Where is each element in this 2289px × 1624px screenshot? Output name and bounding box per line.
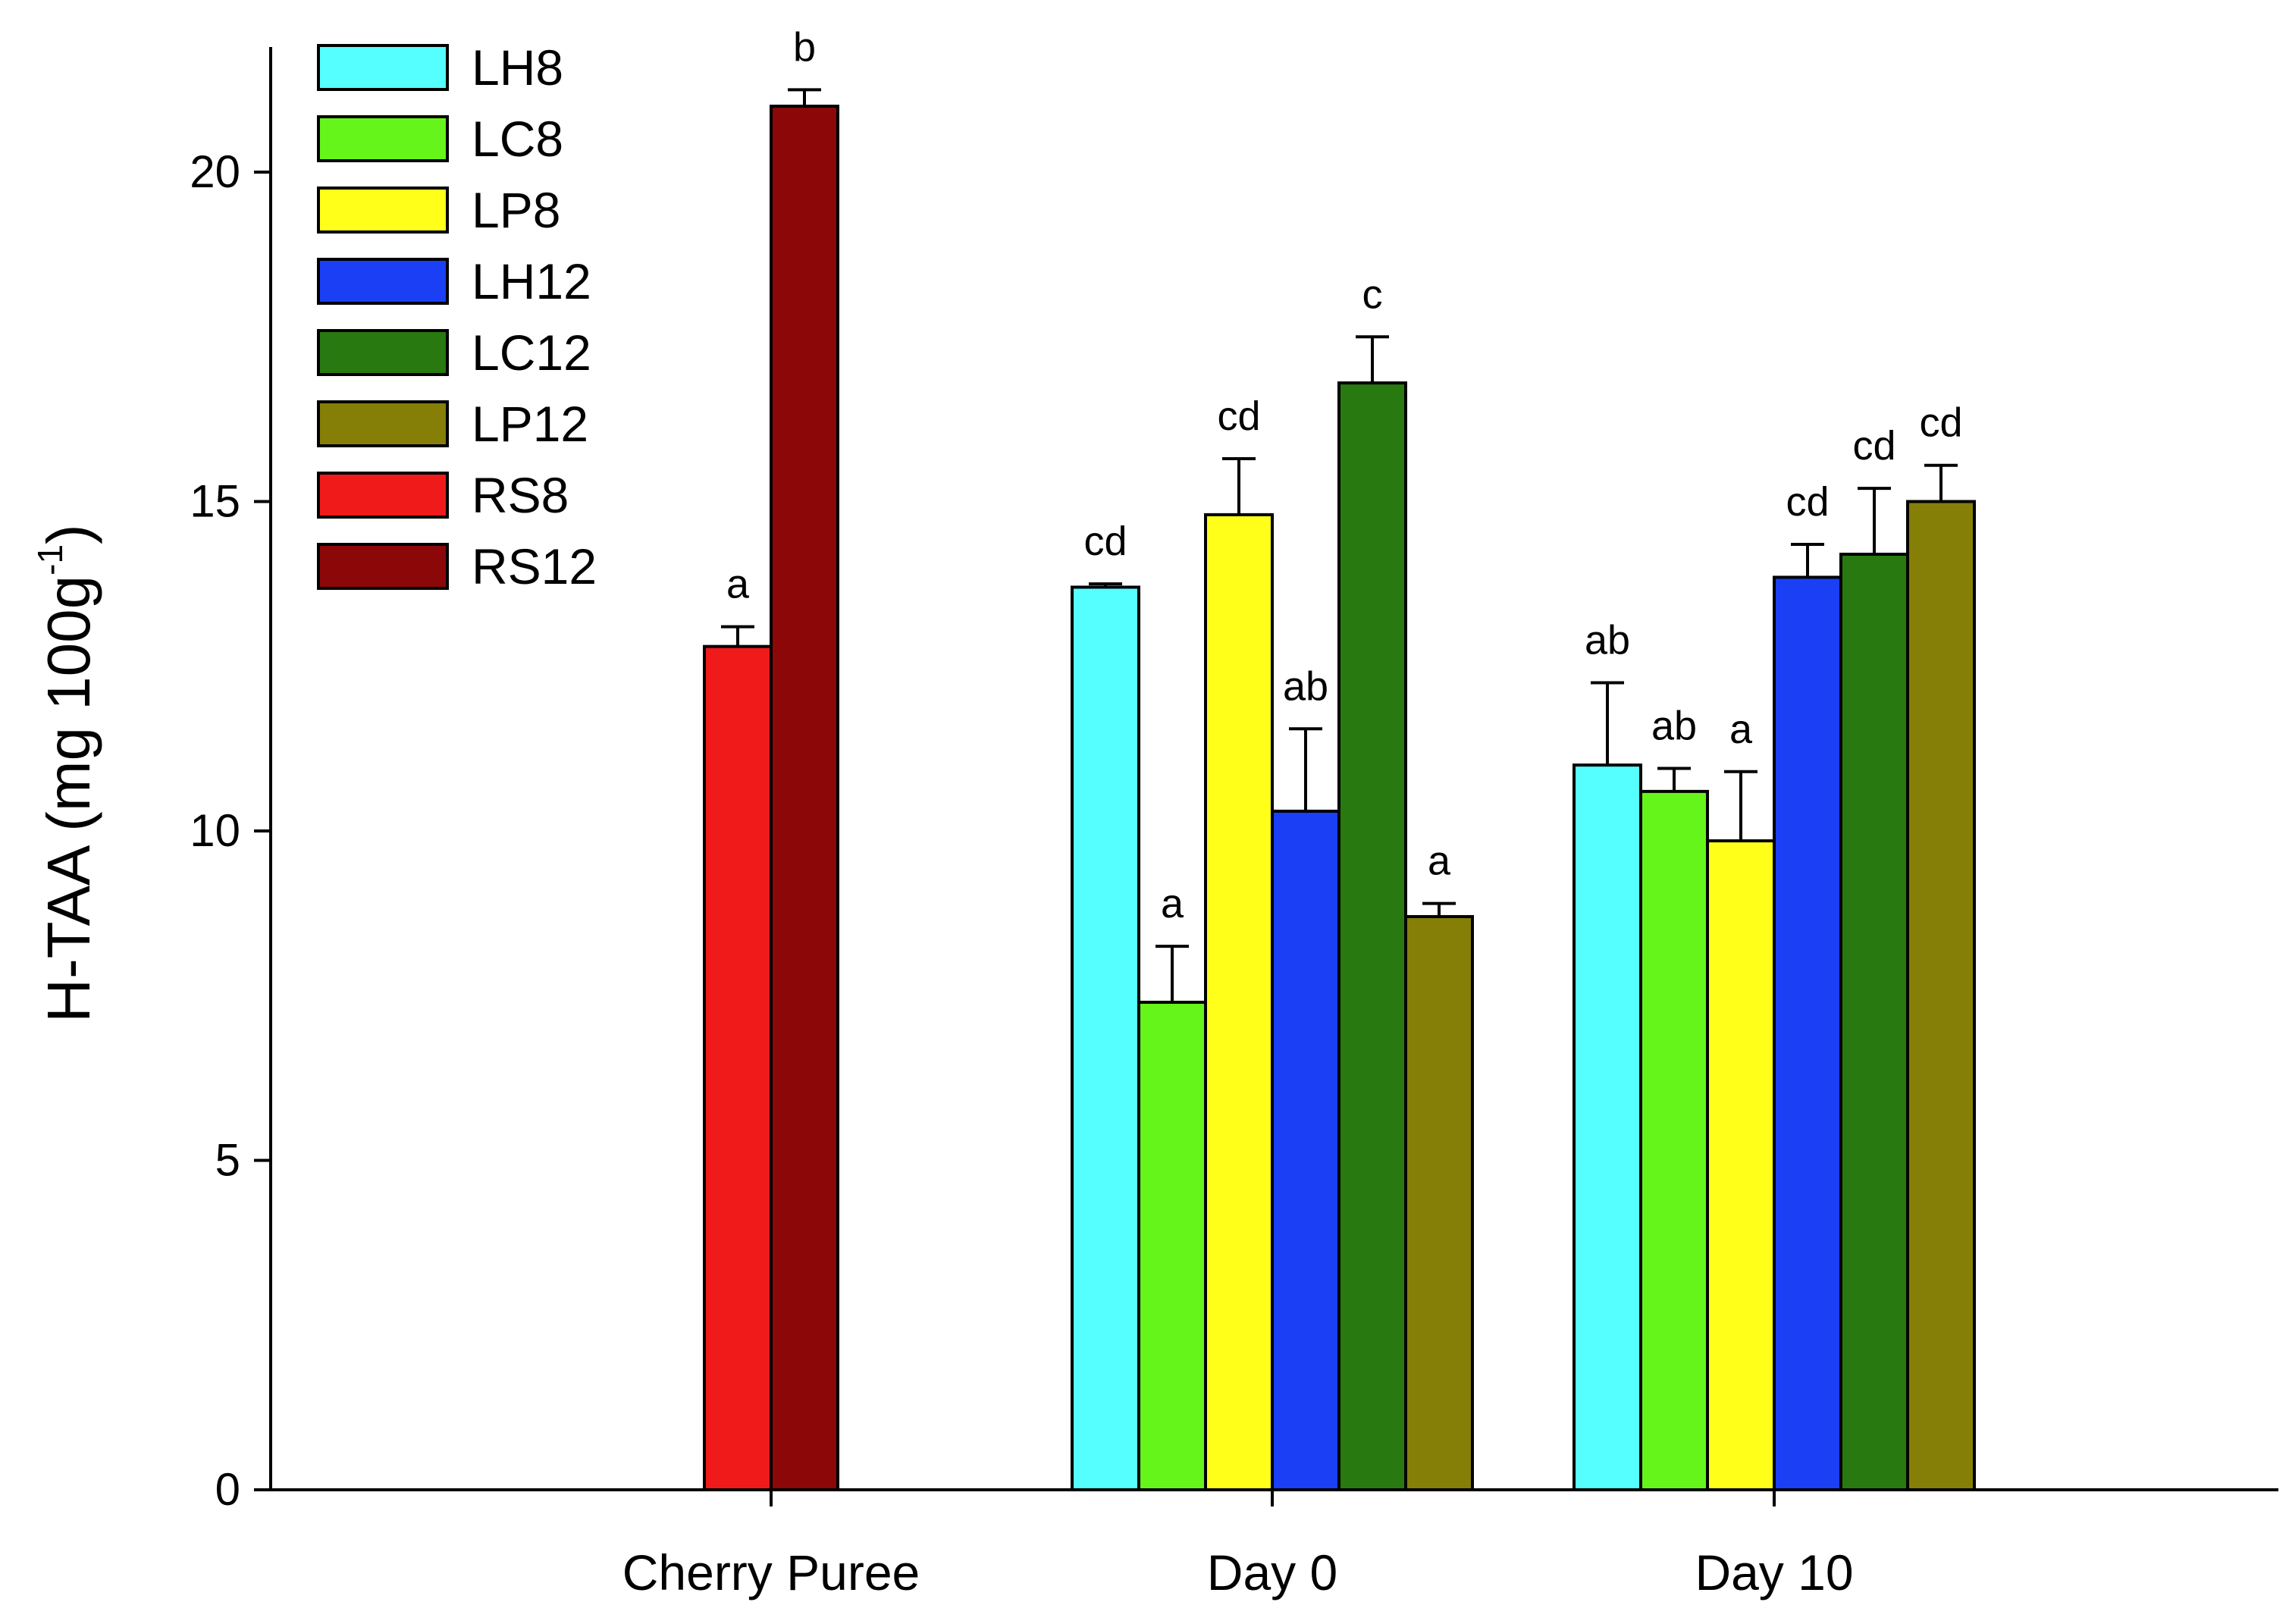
legend-label-rs12: RS12 — [472, 538, 597, 594]
y-tick-label: 20 — [190, 146, 240, 197]
bar-lp8 — [1706, 839, 1776, 1492]
bar-rs12 — [770, 105, 839, 1492]
bar-lc8 — [1137, 1000, 1207, 1491]
bar-lh12 — [1773, 575, 1842, 1491]
y-tick-label: 0 — [215, 1464, 240, 1515]
legend-label-lc12: LC12 — [472, 324, 591, 381]
bar-lc12 — [1839, 553, 1909, 1491]
y-tick-label: 10 — [190, 805, 240, 856]
x-category-label: Day 0 — [1207, 1544, 1337, 1600]
y-tick-label: 15 — [190, 476, 240, 527]
significance-label: a — [1161, 881, 1184, 926]
legend-label-lc8: LC8 — [472, 111, 563, 167]
bar-lp12 — [1906, 500, 1976, 1491]
significance-label: ab — [1585, 617, 1630, 663]
significance-label: b — [793, 24, 816, 70]
legend-swatch-rs8 — [317, 472, 449, 519]
significance-label: ab — [1651, 703, 1697, 748]
y-axis-label-exponent: -1 — [30, 544, 70, 575]
significance-label: a — [1729, 707, 1753, 752]
y-axis-label-main: H-TAA (mg 100g — [35, 575, 102, 1023]
bar-lp8 — [1204, 513, 1274, 1491]
significance-label: cd — [1786, 479, 1829, 525]
bar-lh8 — [1573, 763, 1642, 1491]
significance-label: c — [1362, 271, 1383, 317]
x-category-label: Day 10 — [1695, 1544, 1853, 1600]
legend-swatch-lh8 — [317, 44, 449, 91]
legend-swatch-lh12 — [317, 258, 449, 305]
y-axis-label: H-TAA (mg 100g-1) — [30, 524, 102, 1022]
significance-label: cd — [1919, 400, 1962, 446]
legend: LH8 LC8 LP8 LH12 LC12 LP12 RS8 RS12 — [317, 39, 597, 594]
legend-label-lh8: LH8 — [472, 39, 563, 96]
bar-lp12 — [1404, 914, 1474, 1491]
legend-label-lh12: LH12 — [472, 253, 591, 309]
legend-swatch-lc8 — [317, 115, 449, 162]
legend-label-rs8: RS8 — [472, 467, 569, 523]
axes: 0 5 10 15 20 Cherry Puree Day 0 Day 10 — [190, 47, 2278, 1600]
significance-label: ab — [1283, 663, 1328, 709]
bar-lc8 — [1639, 789, 1709, 1491]
x-category-label: Cherry Puree — [622, 1544, 920, 1600]
significance-label: a — [726, 562, 750, 607]
significance-label: cd — [1083, 519, 1127, 564]
bar-rs8 — [703, 644, 773, 1491]
legend-label-lp12: LP12 — [472, 396, 588, 452]
significance-label: cd — [1217, 393, 1260, 439]
significance-label: a — [1428, 839, 1451, 884]
bar-lc12 — [1337, 381, 1407, 1492]
bar-lh12 — [1271, 809, 1340, 1492]
y-tick-label: 5 — [215, 1135, 240, 1186]
legend-swatch-lp12 — [317, 400, 449, 447]
legend-swatch-rs12 — [317, 543, 449, 590]
significance-label: cd — [1852, 423, 1895, 469]
legend-swatch-lp8 — [317, 187, 449, 234]
legend-swatch-lc12 — [317, 329, 449, 376]
y-axis-label-close: ) — [35, 524, 102, 544]
bar-lh8 — [1071, 585, 1140, 1491]
legend-label-lp8: LP8 — [472, 182, 560, 238]
